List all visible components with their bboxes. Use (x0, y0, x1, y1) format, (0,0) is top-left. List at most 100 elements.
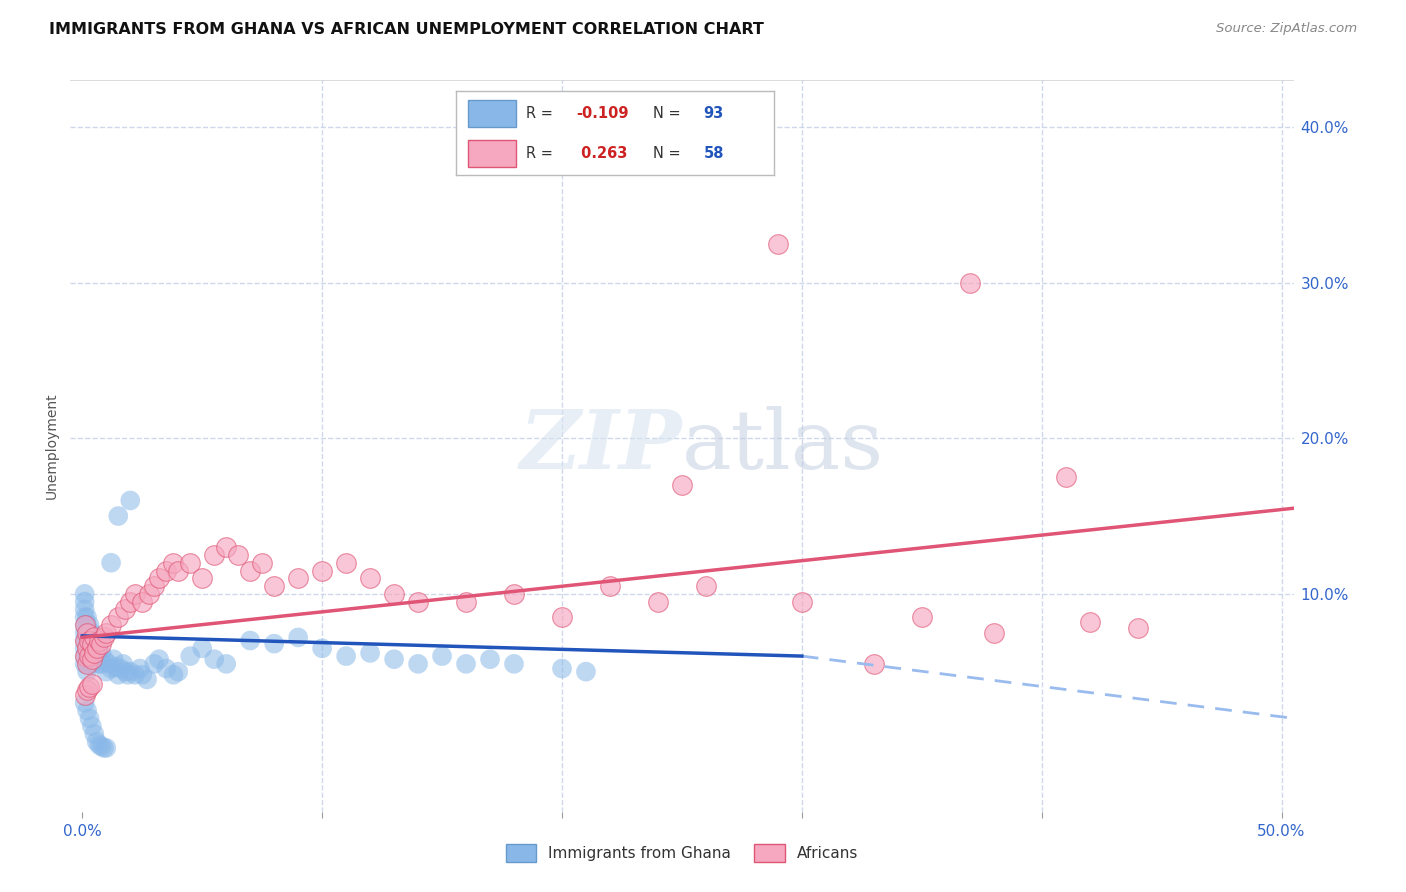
Point (80, 637, 103, 651)
Point (80, 641, 103, 656)
Point (76, 657, 98, 671)
Point (86, 649, 108, 664)
Point (103, 652, 125, 666)
Point (599, 579, 621, 593)
Point (335, 649, 357, 664)
Point (128, 661, 150, 675)
Point (406, 657, 429, 671)
Point (117, 667, 139, 681)
Point (114, 602, 136, 616)
Point (382, 652, 405, 666)
Point (120, 493, 142, 508)
Point (215, 657, 238, 671)
Point (1078, 615, 1101, 629)
Point (143, 579, 166, 593)
Point (479, 652, 502, 666)
Point (79, 641, 101, 656)
Point (167, 665, 190, 679)
Point (73, 688, 96, 702)
Point (575, 665, 598, 679)
Text: ZIP: ZIP (519, 406, 682, 486)
Point (73, 594, 96, 608)
Point (79, 625, 101, 640)
Point (76, 633, 98, 648)
Point (311, 564, 333, 578)
Point (73, 641, 96, 656)
Point (73, 649, 96, 664)
Point (80, 633, 103, 648)
Point (136, 673, 159, 687)
Point (911, 610, 934, 624)
Point (93, 740, 115, 755)
Point (96, 740, 118, 755)
Point (107, 610, 129, 624)
Point (124, 587, 146, 601)
Point (239, 633, 262, 648)
Point (104, 660, 127, 674)
Point (359, 646, 381, 660)
Point (148, 652, 170, 666)
Point (83, 631, 105, 645)
Point (131, 594, 153, 608)
Point (250, 556, 273, 570)
Point (110, 661, 132, 675)
Point (107, 509, 129, 524)
Y-axis label: Unemployment: Unemployment (45, 392, 59, 500)
Point (93, 652, 115, 666)
Point (80, 652, 103, 666)
Point (202, 548, 225, 562)
Point (155, 564, 177, 578)
Point (671, 478, 693, 492)
Point (76, 625, 98, 640)
Point (79, 649, 101, 664)
Legend: Immigrants from Ghana, Africans: Immigrants from Ghana, Africans (498, 836, 866, 870)
Point (86, 734, 108, 748)
Point (124, 667, 146, 681)
Point (87, 738, 110, 752)
Point (73, 625, 96, 640)
Point (96, 625, 118, 640)
Point (162, 667, 184, 681)
Point (766, 236, 789, 251)
Point (79, 633, 101, 648)
Point (454, 594, 477, 608)
Point (406, 594, 429, 608)
Point (73, 618, 96, 632)
Point (551, 661, 574, 675)
Point (87, 657, 110, 671)
Point (79, 711, 101, 725)
Point (76, 704, 98, 718)
Point (263, 579, 285, 593)
Point (76, 618, 98, 632)
Point (76, 665, 98, 679)
Point (100, 618, 122, 632)
Point (93, 631, 115, 645)
Point (87, 633, 110, 648)
Point (155, 661, 177, 675)
Point (959, 276, 981, 290)
Point (87, 649, 110, 664)
Point (80, 657, 103, 671)
Point (83, 646, 105, 660)
Point (551, 610, 574, 624)
Point (790, 594, 813, 608)
Point (335, 556, 357, 570)
Point (120, 665, 142, 679)
Point (359, 571, 381, 585)
Point (73, 633, 96, 648)
Point (226, 548, 249, 562)
Point (263, 637, 285, 651)
Point (191, 641, 214, 656)
Point (287, 571, 309, 585)
Point (76, 641, 98, 656)
Point (862, 657, 884, 671)
Point (162, 556, 184, 570)
Point (76, 610, 98, 624)
Point (695, 579, 717, 593)
Point (90, 637, 112, 651)
Point (76, 683, 98, 698)
Point (73, 633, 96, 648)
Text: Source: ZipAtlas.com: Source: ZipAtlas.com (1216, 22, 1357, 36)
Point (287, 631, 309, 645)
Point (120, 594, 142, 608)
